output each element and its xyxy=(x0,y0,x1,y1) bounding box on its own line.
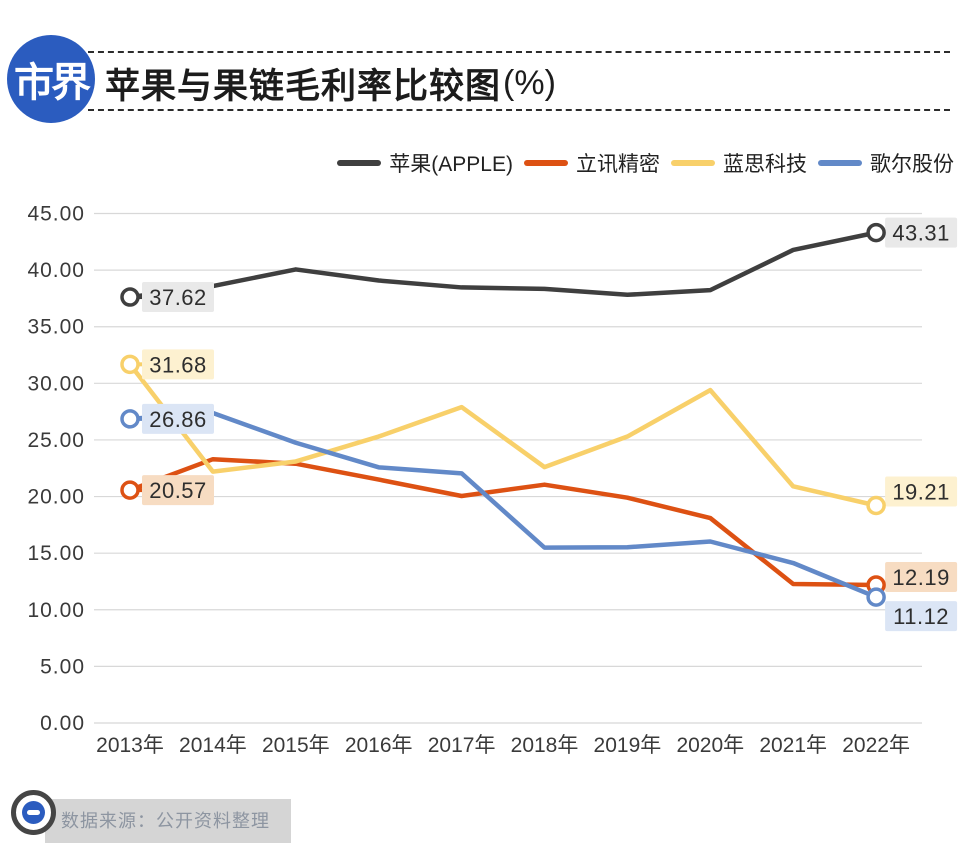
legend-item-lens: 蓝思科技 xyxy=(671,148,807,178)
value-label-bg-first-apple xyxy=(142,282,214,313)
x-axis-label-2015年: 2015年 xyxy=(262,734,330,757)
header-dashed-line-bottom xyxy=(88,109,950,111)
endpoint-marker-last-apple xyxy=(866,222,886,243)
x-axis-label-2022年: 2022年 xyxy=(842,734,910,757)
endpoint-marker-first-luxshare xyxy=(120,480,140,500)
endpoint-marker-first-lens xyxy=(120,354,140,375)
chart-title: 苹果与果链毛利率比较图 (%) xyxy=(105,60,556,106)
y-axis-label-5.00: 5.00 xyxy=(40,655,85,678)
y-axis-label-40.00: 40.00 xyxy=(27,259,85,282)
legend-swatch-luxshare xyxy=(524,160,568,166)
legend-swatch-goertek xyxy=(818,160,862,166)
value-label-last-lens: 19.21 xyxy=(892,480,950,505)
legend-swatch-lens xyxy=(671,160,715,166)
chart-title-text: 苹果与果链毛利率比较图 xyxy=(105,66,502,106)
value-label-bg-first-goertek xyxy=(142,403,214,434)
y-axis-label-25.00: 25.00 xyxy=(27,429,85,452)
value-label-last-luxshare: 12.19 xyxy=(892,565,950,590)
legend-label-luxshare: 立讯精密 xyxy=(576,153,660,176)
legend-label-apple: 苹果(APPLE) xyxy=(389,153,513,176)
series-line-goertek xyxy=(127,410,879,600)
minus-glyph xyxy=(27,810,40,815)
legend-swatch-apple xyxy=(337,160,382,166)
series-line-luxshare xyxy=(127,456,879,588)
chart-title-unit: (%) xyxy=(503,63,556,102)
endpoint-marker-last-goertek xyxy=(866,587,886,607)
x-axis-label-2021年: 2021年 xyxy=(759,734,827,757)
data-source-box: 数据来源：公开资料整理 xyxy=(45,799,291,843)
value-label-bg-last-goertek xyxy=(885,601,958,632)
value-label-bg-first-luxshare xyxy=(142,475,214,506)
endpoint-marker-last-lens xyxy=(866,495,886,516)
minus-badge-icon xyxy=(11,790,56,835)
value-label-first-luxshare: 20.57 xyxy=(149,478,207,503)
x-axis-label-2019年: 2019年 xyxy=(594,734,662,757)
legend-item-luxshare: 立讯精密 xyxy=(524,148,660,178)
x-axis-label-2016年: 2016年 xyxy=(345,734,413,757)
legend-item-apple: 苹果(APPLE) xyxy=(337,148,513,178)
y-axis-label-15.00: 15.00 xyxy=(27,542,85,565)
shijie-logo: 市界 xyxy=(7,35,95,123)
y-axis-label-30.00: 30.00 xyxy=(27,372,85,395)
legend-item-goertek: 歌尔股份 xyxy=(818,148,954,178)
y-axis-label-10.00: 10.00 xyxy=(27,599,85,622)
value-label-first-goertek: 26.86 xyxy=(149,407,207,432)
value-label-last-apple: 43.31 xyxy=(892,221,950,246)
x-axis-label-2014年: 2014年 xyxy=(179,734,247,757)
x-axis-label-2020年: 2020年 xyxy=(676,734,744,757)
x-axis-label-2013年: 2013年 xyxy=(96,734,164,757)
minus-badge-inner xyxy=(22,801,45,824)
legend-label-goertek: 歌尔股份 xyxy=(870,153,954,176)
endpoint-marker-first-goertek xyxy=(120,409,140,429)
value-label-bg-last-apple xyxy=(885,217,958,248)
value-label-bg-last-luxshare xyxy=(885,561,958,592)
data-source-text: 数据来源：公开资料整理 xyxy=(61,811,270,831)
value-label-first-apple: 37.62 xyxy=(149,285,207,310)
x-axis-label-2017年: 2017年 xyxy=(428,734,496,757)
logo-text: 市界 xyxy=(14,61,91,105)
legend: 苹果(APPLE) 立讯精密 蓝思科技 歌尔股份 xyxy=(337,148,954,178)
value-label-bg-last-lens xyxy=(885,476,958,507)
series-line-apple xyxy=(127,230,879,300)
y-axis-label-0.00: 0.00 xyxy=(40,712,85,735)
line-chart: 0.00 5.00 10.00 15.00 20.00 25.00 30.00 35.00 40… xyxy=(27,203,958,757)
y-axis-label-20.00: 20.00 xyxy=(27,486,85,509)
endpoint-marker-first-apple xyxy=(120,287,140,307)
series-line-lens xyxy=(127,362,879,508)
value-label-last-goertek: 11.12 xyxy=(893,604,949,629)
value-label-bg-first-lens xyxy=(142,349,214,380)
y-axis-label-45.00: 45.00 xyxy=(27,203,85,226)
legend-label-lens: 蓝思科技 xyxy=(723,153,807,176)
value-label-first-lens: 31.68 xyxy=(149,352,207,377)
header-dashed-line-top xyxy=(88,51,950,53)
y-axis-label-35.00: 35.00 xyxy=(27,316,85,339)
x-axis-label-2018年: 2018年 xyxy=(511,734,579,757)
